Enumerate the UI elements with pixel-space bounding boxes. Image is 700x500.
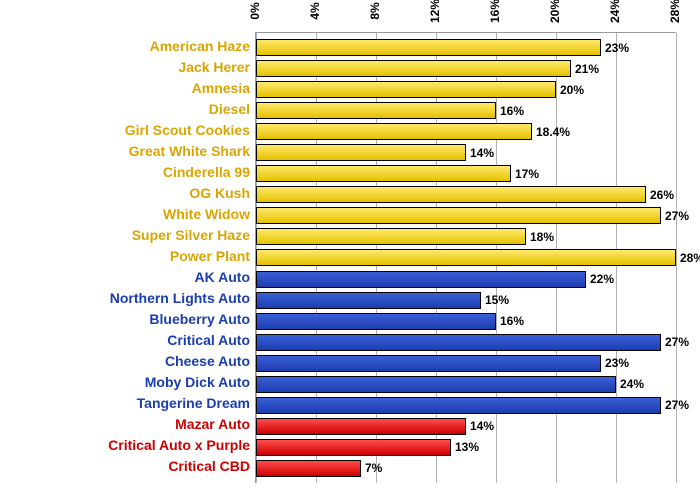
axis-tick: 24%	[608, 0, 622, 23]
category-label: Blueberry Auto	[0, 311, 250, 327]
category-label: White Widow	[0, 206, 250, 222]
category-label: OG Kush	[0, 185, 250, 201]
category-label: American Haze	[0, 38, 250, 54]
bar-row: 15%	[256, 292, 676, 309]
bar	[256, 334, 661, 351]
bar-value-label: 17%	[515, 167, 539, 181]
bar-value-label: 28%	[680, 251, 700, 265]
bar-row: 28%	[256, 249, 676, 266]
category-label: Northern Lights Auto	[0, 290, 250, 306]
axis-tick: 20%	[548, 0, 562, 23]
bar-value-label: 27%	[665, 335, 689, 349]
bar-row: 27%	[256, 397, 676, 414]
bar	[256, 397, 661, 414]
category-label: Power Plant	[0, 248, 250, 264]
bar	[256, 376, 616, 393]
bar-row: 7%	[256, 460, 676, 477]
category-label: Critical CBD	[0, 458, 250, 474]
bar-row: 14%	[256, 418, 676, 435]
bar-value-label: 18%	[530, 230, 554, 244]
category-label: Cinderella 99	[0, 164, 250, 180]
axis-tick: 28%	[668, 0, 682, 23]
category-label: AK Auto	[0, 269, 250, 285]
bar	[256, 207, 661, 224]
bar-row: 23%	[256, 39, 676, 56]
bar-row: 22%	[256, 271, 676, 288]
strain-bar-chart: 0% 4% 8% 12% 16% 20% 24% 28% 23% 21% 20% 16% 18.4% 1…	[0, 0, 700, 500]
bar	[256, 418, 466, 435]
bars-container: 23% 21% 20% 16% 18.4% 14% 17% 26% 27% 18% 28% 22% 15…	[256, 37, 676, 479]
bar	[256, 123, 532, 140]
category-label: Jack Herer	[0, 59, 250, 75]
bar-row: 27%	[256, 334, 676, 351]
bar-value-label: 14%	[470, 146, 494, 160]
category-label: Critical Auto x Purple	[0, 437, 250, 453]
bar	[256, 81, 556, 98]
bar	[256, 271, 586, 288]
category-label: Super Silver Haze	[0, 227, 250, 243]
bar-value-label: 24%	[620, 377, 644, 391]
category-label: Diesel	[0, 101, 250, 117]
category-label: Tangerine Dream	[0, 395, 250, 411]
bar-value-label: 14%	[470, 419, 494, 433]
bar-row: 16%	[256, 313, 676, 330]
bar-row: 23%	[256, 355, 676, 372]
category-label: Cheese Auto	[0, 353, 250, 369]
bar-value-label: 23%	[605, 41, 629, 55]
bar	[256, 60, 571, 77]
bar-value-label: 21%	[575, 62, 599, 76]
bar-value-label: 18.4%	[536, 125, 570, 139]
bar-value-label: 27%	[665, 398, 689, 412]
bar	[256, 39, 601, 56]
bar-row: 20%	[256, 81, 676, 98]
bar-value-label: 15%	[485, 293, 509, 307]
bar-value-label: 23%	[605, 356, 629, 370]
axis-tick: 8%	[368, 2, 382, 19]
bar	[256, 292, 481, 309]
bar-row: 18.4%	[256, 123, 676, 140]
bar-row: 16%	[256, 102, 676, 119]
bar-value-label: 22%	[590, 272, 614, 286]
category-label: Mazar Auto	[0, 416, 250, 432]
bar	[256, 460, 361, 477]
bar-row: 21%	[256, 60, 676, 77]
bar	[256, 144, 466, 161]
bar-row: 24%	[256, 376, 676, 393]
bar	[256, 186, 646, 203]
bar	[256, 439, 451, 456]
bar-row: 18%	[256, 228, 676, 245]
axis-tick: 16%	[488, 0, 502, 23]
axis-tick: 12%	[428, 0, 442, 23]
category-label: Moby Dick Auto	[0, 374, 250, 390]
plot-area: 23% 21% 20% 16% 18.4% 14% 17% 26% 27% 18% 28% 22% 15…	[255, 32, 676, 483]
bar	[256, 313, 496, 330]
bar	[256, 102, 496, 119]
bar-row: 17%	[256, 165, 676, 182]
bar	[256, 355, 601, 372]
category-label: Amnesia	[0, 80, 250, 96]
bar-value-label: 16%	[500, 314, 524, 328]
category-label: Great White Shark	[0, 143, 250, 159]
bar-value-label: 27%	[665, 209, 689, 223]
bar-row: 26%	[256, 186, 676, 203]
bar	[256, 228, 526, 245]
grid-line	[676, 33, 677, 483]
bar-value-label: 7%	[365, 461, 382, 475]
bar	[256, 165, 511, 182]
bar-value-label: 20%	[560, 83, 584, 97]
bar-value-label: 16%	[500, 104, 524, 118]
bar-row: 13%	[256, 439, 676, 456]
bar-row: 27%	[256, 207, 676, 224]
category-label: Critical Auto	[0, 332, 250, 348]
axis-tick: 4%	[308, 2, 322, 19]
bar	[256, 249, 676, 266]
axis-tick: 0%	[248, 2, 262, 19]
bar-row: 14%	[256, 144, 676, 161]
bar-value-label: 26%	[650, 188, 674, 202]
bar-value-label: 13%	[455, 440, 479, 454]
category-label: Girl Scout Cookies	[0, 122, 250, 138]
